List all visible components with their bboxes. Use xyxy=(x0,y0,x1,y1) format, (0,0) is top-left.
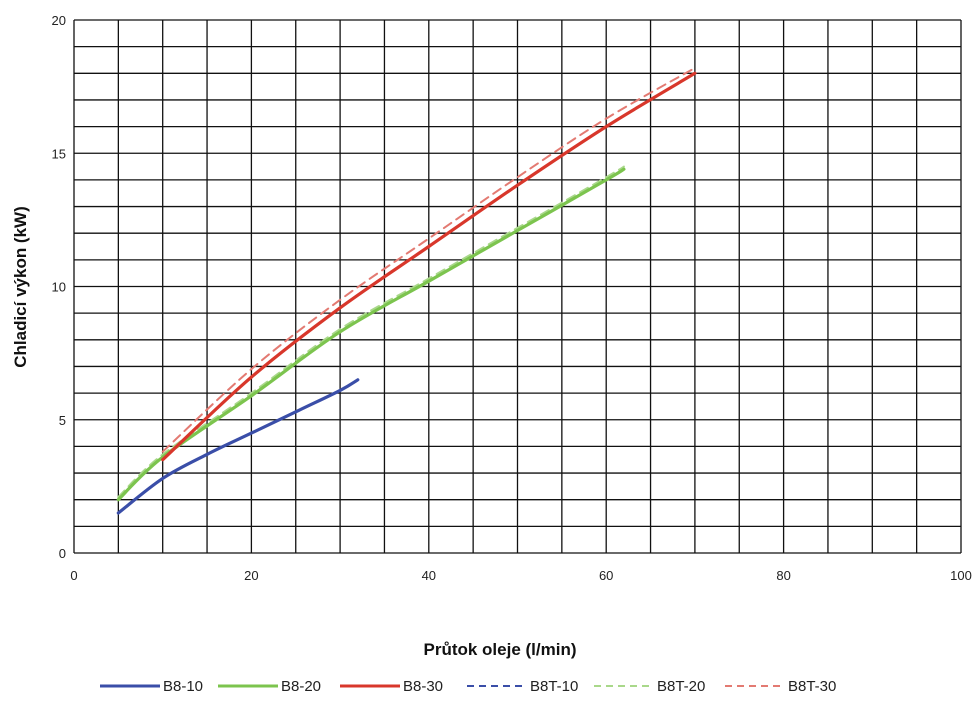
series-line-b8t-20 xyxy=(117,165,625,498)
ticks: 0 20 40 60 80 100 0 5 10 15 20 xyxy=(52,13,972,583)
series-line-b8-20 xyxy=(116,167,626,502)
legend-label-b8t-10: B8T-10 xyxy=(530,678,578,695)
series-line-b8-10 xyxy=(116,378,360,515)
series-layer xyxy=(116,67,697,515)
legend: B8-10 B8-20 B8-30 B8T-10 B8T-20 B8T-30 xyxy=(100,678,836,695)
x-axis-label: Průtok oleje (l/min) xyxy=(423,640,576,659)
y-tick-label: 15 xyxy=(52,146,66,161)
series-line-b8t-30 xyxy=(161,67,696,453)
series-line-b8-30 xyxy=(161,71,697,462)
y-tick-label: 20 xyxy=(52,13,66,28)
legend-label-b8-30: B8-30 xyxy=(403,678,443,695)
x-tick-label: 80 xyxy=(776,568,790,583)
legend-label-b8t-20: B8T-20 xyxy=(657,678,705,695)
x-tick-label: 20 xyxy=(244,568,258,583)
y-tick-label: 5 xyxy=(59,413,66,428)
x-tick-label: 40 xyxy=(422,568,436,583)
legend-label-b8-20: B8-20 xyxy=(281,678,321,695)
x-tick-label: 100 xyxy=(950,568,972,583)
x-tick-label: 60 xyxy=(599,568,613,583)
y-tick-label: 10 xyxy=(52,280,66,295)
legend-label-b8-10: B8-10 xyxy=(163,678,203,695)
legend-label-b8t-30: B8T-30 xyxy=(788,678,836,695)
y-tick-label: 0 xyxy=(59,546,66,561)
grid xyxy=(73,19,962,554)
y-axis-label: Chladicí výkon (kW) xyxy=(11,206,30,368)
x-tick-label: 0 xyxy=(70,568,77,583)
